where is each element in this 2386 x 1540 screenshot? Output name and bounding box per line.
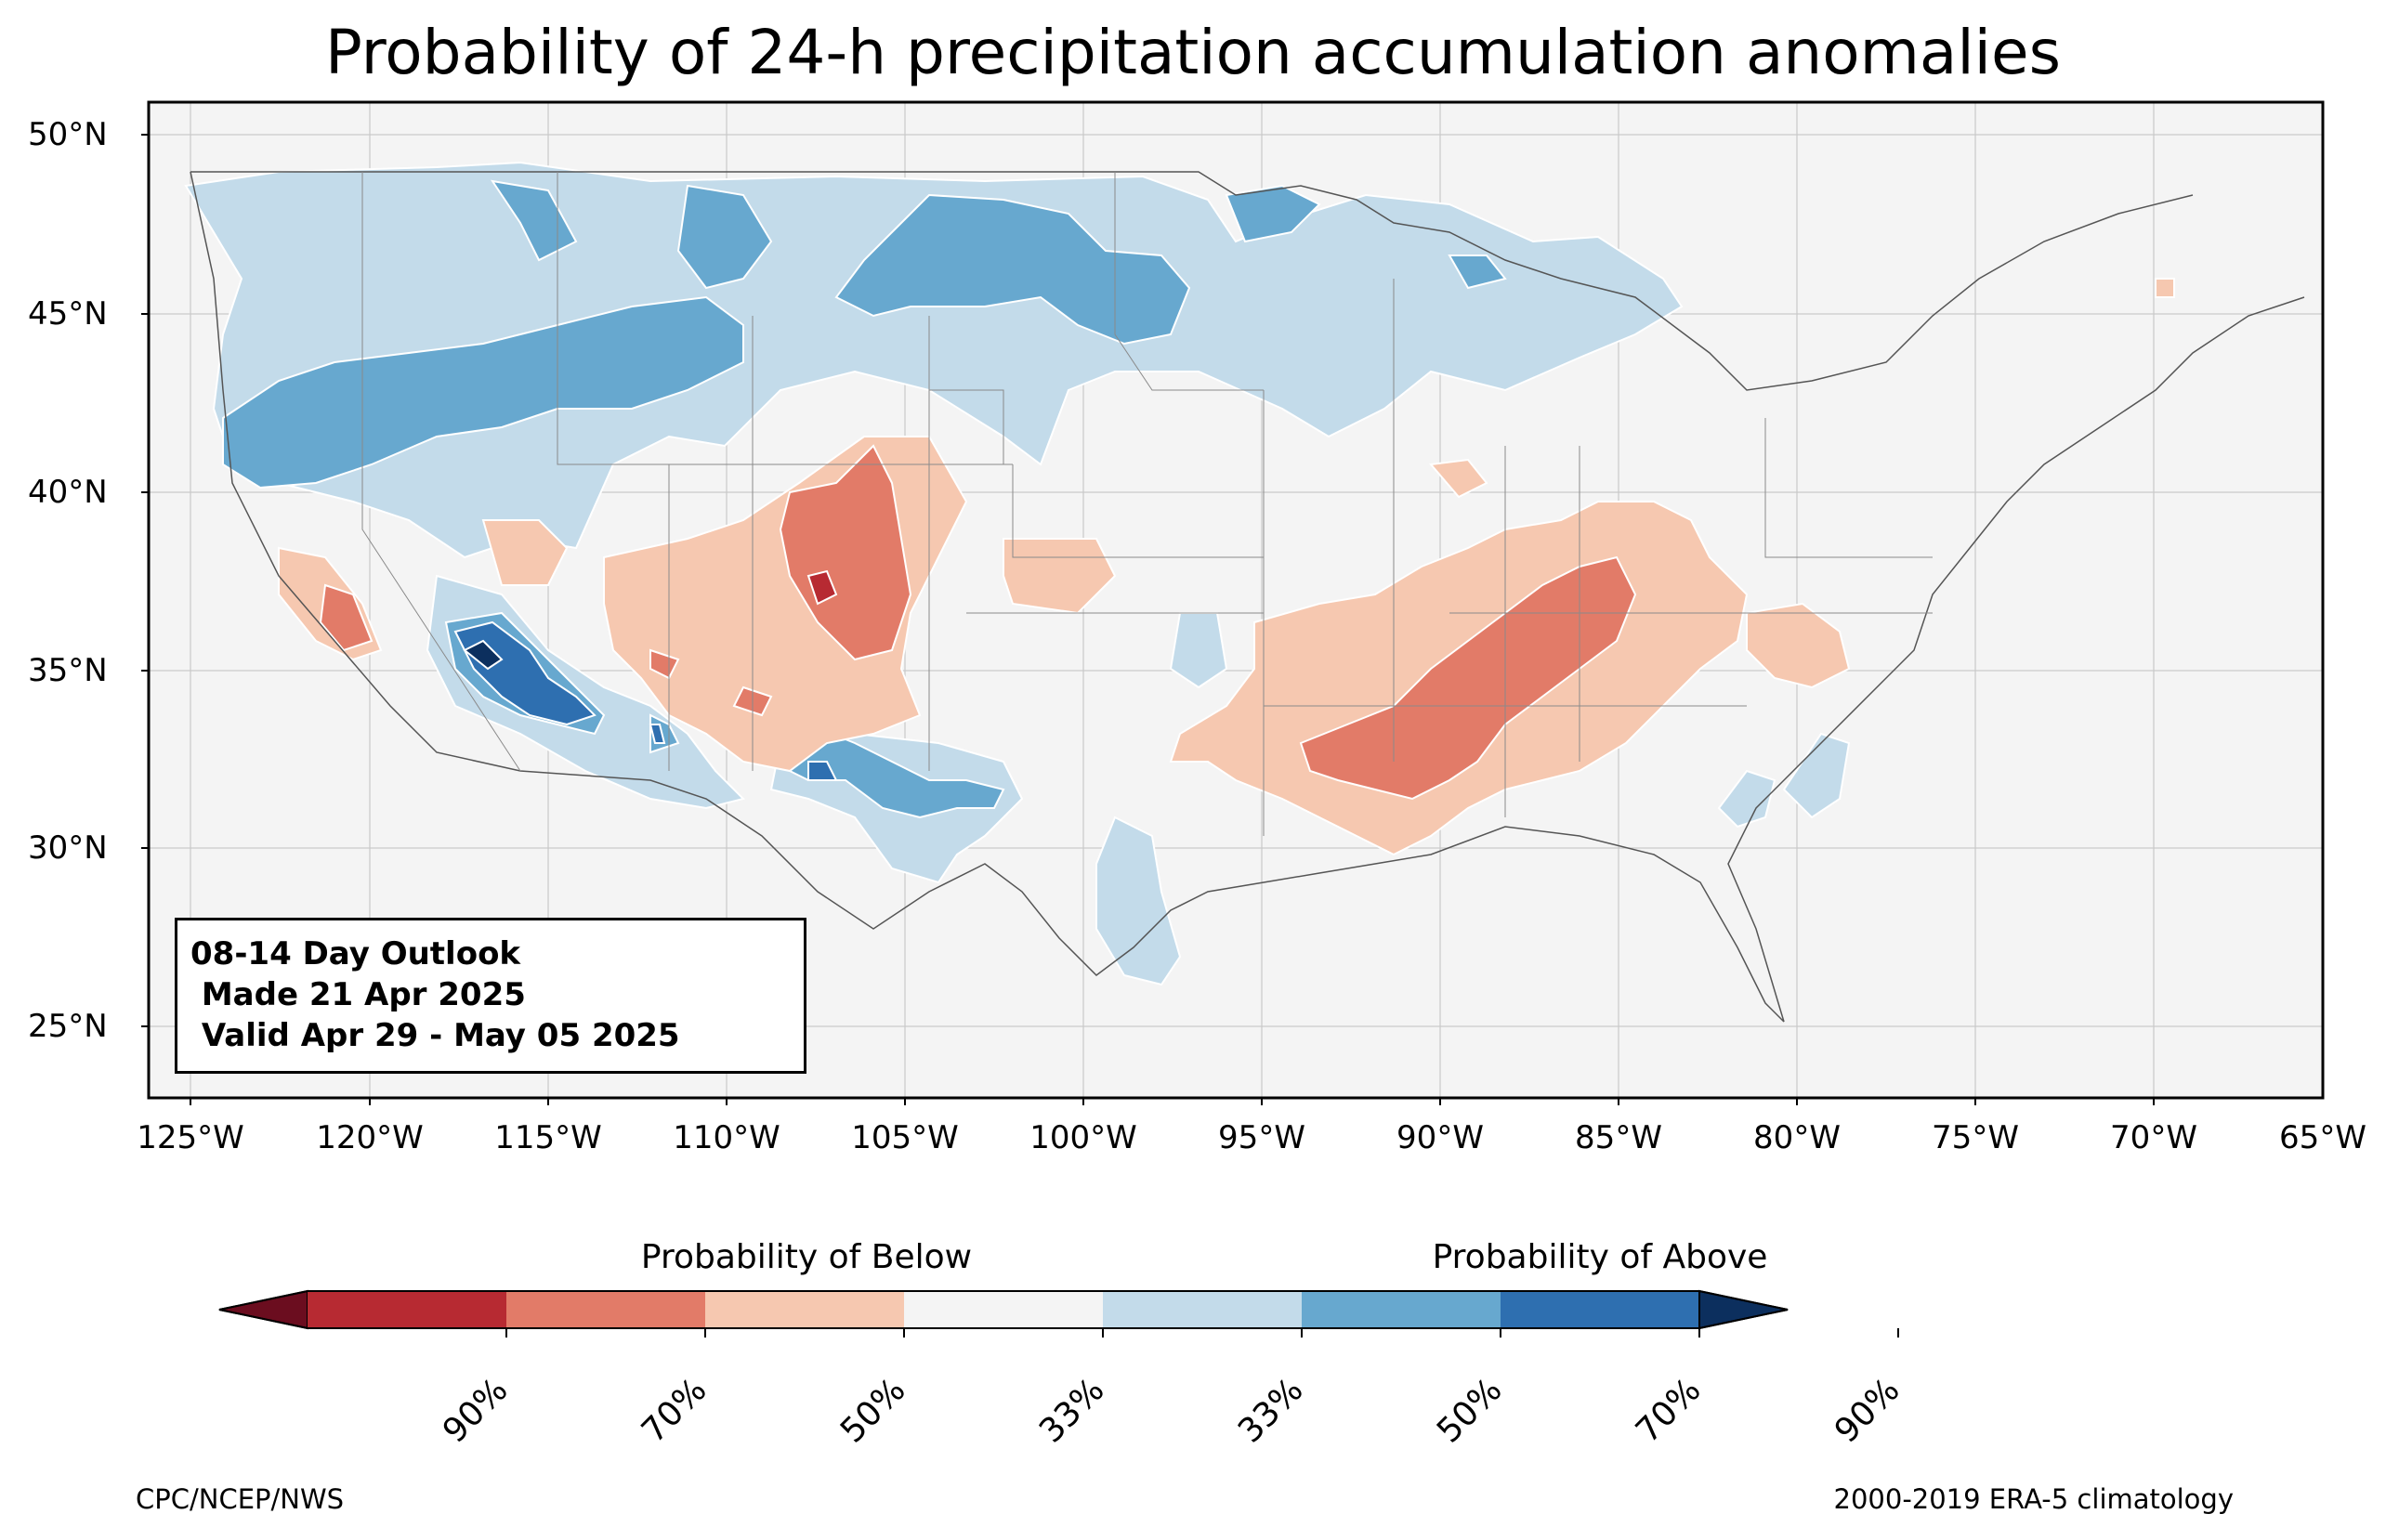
colorbar-above-label: Probability of Above [1432, 1238, 1768, 1276]
outlook-period: 08-14 Day Outlook [190, 935, 521, 972]
credit-climatology: 2000-2019 ERA-5 climatology [1833, 1483, 2234, 1515]
below-70-regions [806, 569, 838, 606]
outlook-info-box: 08-14 Day Outlook Made 21 Apr 2025 Valid… [175, 918, 806, 1074]
lon-label-70: 70°W [2110, 1119, 2197, 1156]
lon-label-120: 120°W [316, 1119, 424, 1156]
below-50-regions [319, 444, 1637, 801]
colorbar-segment [1103, 1291, 1302, 1328]
colorbar-segment [1501, 1291, 1699, 1328]
chart-title: Probability of 24-h precipitation accumu… [324, 17, 2062, 88]
colorbar-segment [1302, 1291, 1501, 1328]
outlook-made-date: Made 21 Apr 2025 [190, 976, 526, 1013]
lat-label-25: 25°N [28, 1008, 108, 1045]
lat-label-45: 45°N [28, 295, 108, 333]
lon-label-85: 85°W [1575, 1119, 1662, 1156]
lon-label-105: 105°W [851, 1119, 959, 1156]
lat-label-40: 40°N [28, 474, 108, 511]
above-90-regions [463, 639, 504, 671]
colorbar [218, 1289, 1789, 1330]
colorbar-segment [506, 1291, 705, 1328]
colorbar-segment [904, 1291, 1103, 1328]
lon-label-95: 95°W [1218, 1119, 1305, 1156]
lon-label-90: 90°W [1396, 1119, 1484, 1156]
colorbar-extend-left [218, 1289, 308, 1330]
map-border [147, 100, 2325, 1100]
lat-label-35: 35°N [28, 652, 108, 689]
outlook-valid-range: Valid Apr 29 - May 05 2025 [190, 1017, 680, 1054]
colorbar-segment [705, 1291, 904, 1328]
colorbar-segment [308, 1291, 506, 1328]
credit-source: CPC/NCEP/NWS [136, 1483, 345, 1515]
colorbar-ticks [505, 1328, 1899, 1338]
lon-label-110: 110°W [673, 1119, 780, 1156]
colorbar-extend-right [1698, 1289, 1789, 1330]
lon-label-75: 75°W [1932, 1119, 2019, 1156]
lat-label-30: 30°N [28, 829, 108, 867]
lon-label-65: 65°W [2279, 1119, 2366, 1156]
lon-label-125: 125°W [137, 1119, 244, 1156]
map-layers [149, 102, 2323, 1098]
colorbar-outline [218, 1290, 1789, 1329]
lon-label-100: 100°W [1029, 1119, 1137, 1156]
above-50-regions [222, 179, 1507, 819]
state-lines [361, 172, 1933, 836]
lat-label-50: 50°N [28, 116, 108, 153]
lon-label-80: 80°W [1753, 1119, 1841, 1156]
axis-ticks [141, 134, 2155, 1105]
lon-label-115: 115°W [494, 1119, 602, 1156]
colorbar-below-label: Probability of Below [640, 1238, 973, 1276]
